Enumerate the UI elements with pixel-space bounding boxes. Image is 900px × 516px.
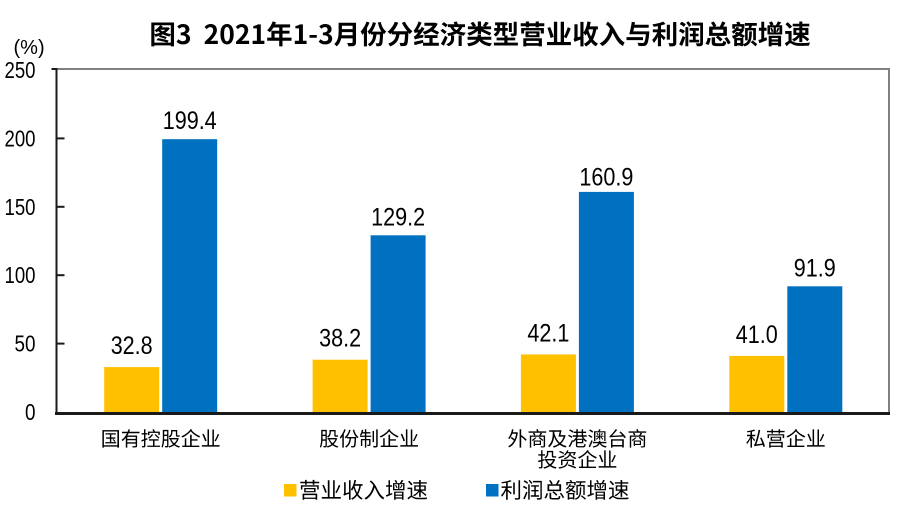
svg-text:(%): (%)	[14, 37, 45, 59]
svg-text:41.0: 41.0	[736, 321, 778, 349]
svg-text:91.9: 91.9	[794, 254, 836, 282]
svg-text:250: 250	[5, 57, 36, 83]
svg-text:32.8: 32.8	[111, 332, 153, 360]
svg-text:42.1: 42.1	[527, 319, 569, 347]
svg-text:38.2: 38.2	[319, 325, 361, 353]
svg-text:100: 100	[5, 262, 36, 288]
svg-text:129.2: 129.2	[371, 203, 425, 231]
svg-text:150: 150	[5, 194, 36, 220]
svg-text:50: 50	[15, 331, 36, 357]
svg-text:200: 200	[5, 125, 36, 151]
svg-text:199.4: 199.4	[163, 107, 217, 135]
svg-text:160.9: 160.9	[579, 164, 633, 192]
svg-text:0: 0	[25, 399, 36, 425]
